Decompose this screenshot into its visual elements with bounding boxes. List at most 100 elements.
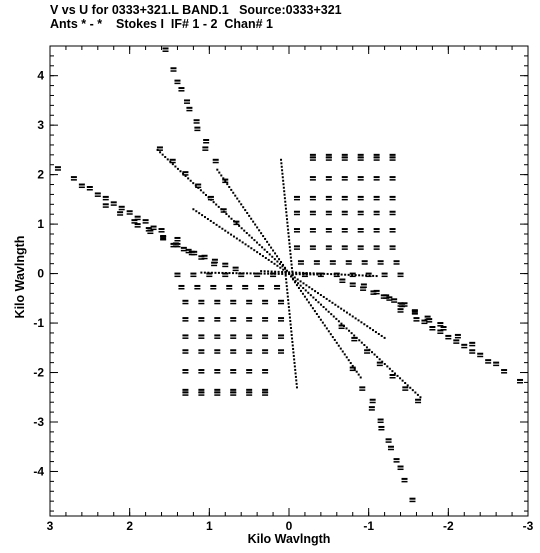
track-dot [210,198,213,201]
uv-point-pair [409,500,416,503]
uv-point [262,317,269,320]
track-dot [340,307,343,310]
track-dot [215,223,218,226]
track-dot [290,267,293,270]
track-dot [330,273,333,276]
track-dot [249,272,252,275]
uv-point-pair [186,109,193,112]
uv-point-pair [270,275,277,278]
x-tick-label: -1 [363,519,374,533]
uv-point [389,245,396,248]
track-dot [272,249,275,252]
uv-point-pair [160,237,167,240]
track-dot [293,361,296,364]
uv-point-pair [393,461,400,463]
uv-point [214,388,221,391]
uv-point-pair [325,198,332,201]
uv-point-pair [198,337,205,339]
uv-point [270,272,277,275]
track-dot [321,321,324,324]
track-dot [256,226,259,229]
track-dot [312,273,315,276]
uv-point-pair [178,90,185,92]
track-dot [291,340,294,343]
uv-point [325,176,332,179]
track-dot [232,191,235,194]
uv-point-pair [357,248,364,250]
track-dot [363,323,366,326]
track-dot [285,278,288,281]
track-dot [228,272,231,275]
uv-point [174,79,181,82]
track-dot [187,177,190,180]
track-dot [217,205,220,208]
uv-point [246,388,253,391]
uv-point [222,178,229,181]
track-dot [232,235,235,238]
uv-point-pair [397,305,404,307]
uv-point [415,398,422,401]
uv-point [385,438,392,441]
track-dot [164,156,167,159]
uv-point [389,176,396,179]
uv-point [309,210,316,213]
track-dot [284,266,287,269]
uv-point [182,349,189,352]
track-dot [250,217,253,220]
track-dot [174,165,177,168]
uv-point-pair [341,179,348,181]
track-dot [391,370,394,373]
track-dot [284,207,287,210]
track-dot [291,273,294,276]
uv-point [370,290,377,293]
track-dot [192,182,195,185]
uv-point [194,284,201,287]
uv-point-pair [262,337,269,339]
track-dot [206,218,209,221]
track-dot [273,262,276,265]
uv-point-pair [182,302,189,305]
uv-point [453,339,460,342]
track-dot [345,356,348,359]
uv-point-pair [386,299,393,301]
uv-point-pair [274,287,281,290]
track-dot [235,237,238,240]
uv-point [297,260,304,263]
uv-point-pair [126,213,133,215]
uv-point-pair [262,302,269,305]
uv-point [182,299,189,302]
track-dot [248,234,251,237]
track-dot [184,175,187,178]
uv-point-pair [174,239,181,242]
uv-point-pair [214,372,221,374]
uv-point-pair [262,320,269,322]
uv-point-pair [389,377,396,379]
track-dot [264,256,267,259]
uv-point [389,153,396,156]
track-dot [309,294,312,297]
uv-point [262,369,269,372]
track-dot [284,200,287,203]
track-dot [279,266,282,269]
track-dot [285,214,288,217]
uv-point [230,349,237,352]
x-tick-label: 1 [206,519,213,533]
uv-point-pair [278,337,285,339]
y-tick-label: 0 [37,267,44,281]
track-dot [199,189,202,192]
uv-point [357,153,364,156]
uv-point-pair [158,231,165,233]
track-dot [282,183,285,186]
uv-point [351,336,358,339]
track-dot [345,327,348,330]
track-dot [292,351,295,354]
uv-point-pair [359,389,366,391]
track-dot [280,158,283,161]
uv-point-pair [78,186,85,189]
track-dot [333,338,336,341]
uv-point-pair [313,263,320,265]
uv-point-pair [349,369,356,372]
uv-point [309,176,316,179]
uv-point-pair [309,198,316,201]
uv-point-pair [184,102,191,104]
